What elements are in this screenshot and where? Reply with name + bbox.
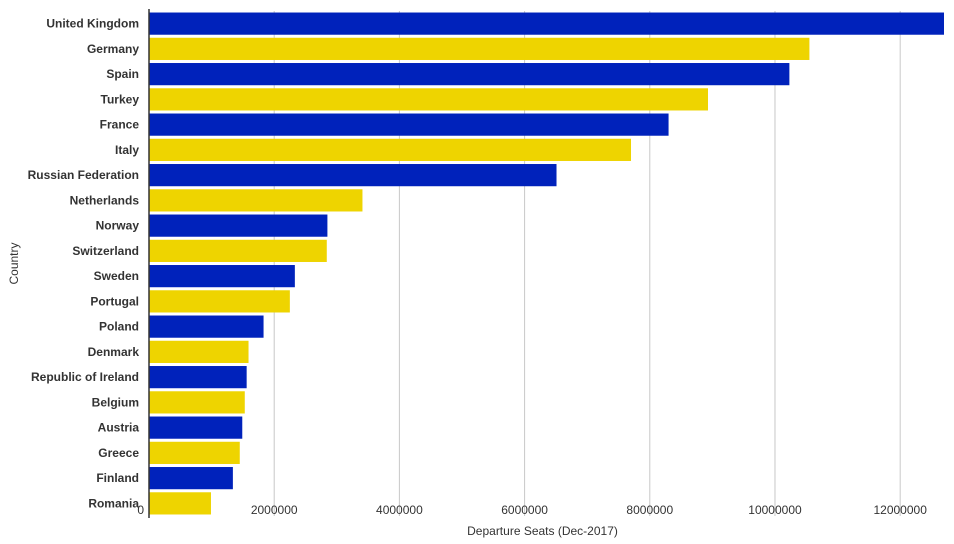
bar xyxy=(149,265,295,288)
bar xyxy=(149,416,243,439)
y-tick-label: Romania xyxy=(88,496,139,510)
y-tick-label: Denmark xyxy=(88,345,140,359)
y-tick-label: Italy xyxy=(115,143,139,157)
y-tick-label: Poland xyxy=(99,320,139,334)
bar xyxy=(149,12,944,35)
bar xyxy=(149,37,810,60)
bar xyxy=(149,492,211,515)
bar xyxy=(149,366,247,389)
x-tick-label: 0 xyxy=(137,503,144,517)
y-tick-label: Belgium xyxy=(92,395,139,409)
x-tick-label: 10000000 xyxy=(748,503,802,517)
y-tick-label: Republic of Ireland xyxy=(31,370,139,384)
y-tick-label: France xyxy=(100,118,140,132)
bar xyxy=(149,138,632,161)
bar xyxy=(149,391,245,414)
bar xyxy=(149,214,328,237)
bar xyxy=(149,164,557,187)
grid-lines xyxy=(273,11,901,516)
bar xyxy=(149,189,363,212)
y-tick-label: Spain xyxy=(106,67,139,81)
y-tick-label: Austria xyxy=(98,421,140,435)
x-tick-label: 2000000 xyxy=(251,503,298,517)
bar xyxy=(149,467,233,490)
y-tick-label: Sweden xyxy=(94,269,139,283)
bar xyxy=(149,290,290,313)
y-tick-label: Greece xyxy=(98,446,139,460)
y-tick-label: Norway xyxy=(96,219,140,233)
y-axis-title: Country xyxy=(7,242,21,284)
bars xyxy=(149,12,944,515)
x-tick-label: 12000000 xyxy=(873,503,927,517)
x-tick-label: 6000000 xyxy=(501,503,548,517)
y-tick-label: Russian Federation xyxy=(28,168,139,182)
bar xyxy=(149,340,249,363)
bar xyxy=(149,315,264,338)
y-tick-label: Finland xyxy=(96,471,139,485)
y-tick-label: Portugal xyxy=(90,294,139,308)
y-tick-label: Germany xyxy=(87,42,139,56)
bar xyxy=(149,113,669,136)
y-tick-label: Switzerland xyxy=(72,244,139,258)
category-labels: United Kingdom Germany Spain Turkey France It… xyxy=(28,17,140,511)
x-tick-label: 4000000 xyxy=(376,503,423,517)
bar xyxy=(149,239,327,262)
y-tick-label: Turkey xyxy=(101,92,140,106)
bar xyxy=(149,63,790,86)
x-axis-title: Departure Seats (Dec-2017) xyxy=(467,524,618,538)
x-tick-label: 8000000 xyxy=(626,503,673,517)
bar xyxy=(149,441,240,464)
x-tick-labels: 0 2000000 4000000 6000000 8000000 10000000 120… xyxy=(137,503,927,517)
bar xyxy=(149,88,709,111)
y-tick-label: Netherlands xyxy=(70,193,140,207)
y-tick-label: United Kingdom xyxy=(46,17,139,31)
